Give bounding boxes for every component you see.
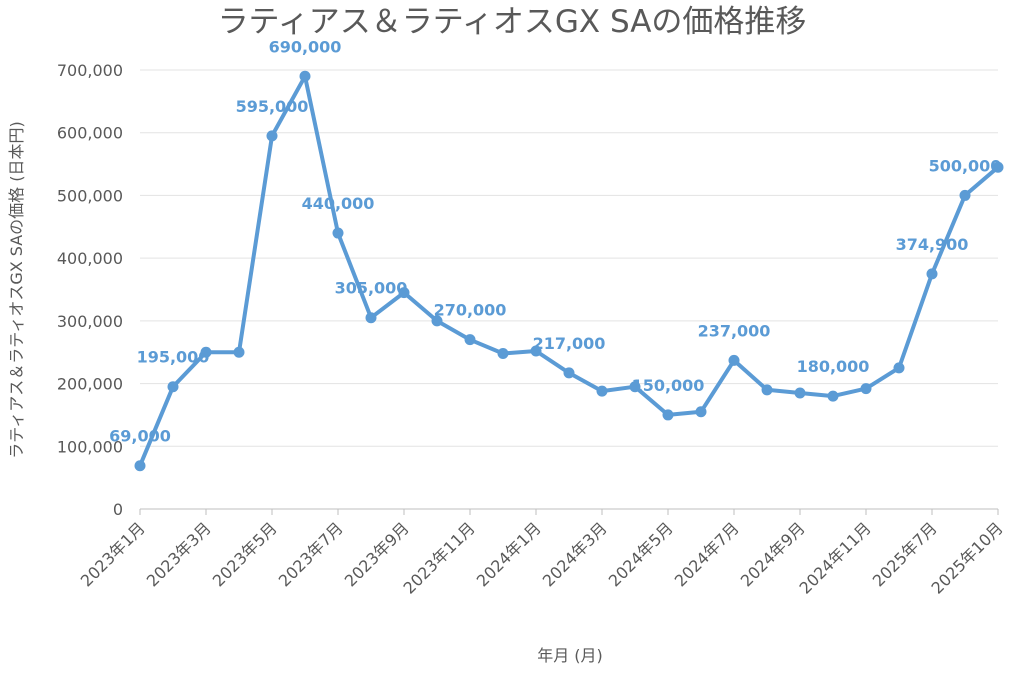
data-label: 270,000 bbox=[434, 301, 507, 320]
x-tick-label: 2023年5月 bbox=[209, 518, 281, 590]
data-label: 374,900 bbox=[896, 235, 969, 254]
y-tick-label: 200,000 bbox=[57, 375, 123, 394]
data-point bbox=[497, 347, 509, 359]
x-tick-label: 2024年9月 bbox=[737, 518, 809, 590]
data-label: 69,000 bbox=[109, 427, 171, 446]
y-axis-title: ラティアス＆ラティオスGX SAの価格 (日本円) bbox=[7, 121, 26, 459]
y-tick-label: 400,000 bbox=[57, 249, 123, 268]
data-label: 440,000 bbox=[302, 194, 375, 213]
data-label: 217,000 bbox=[533, 334, 606, 353]
x-tick-label: 2024年11月 bbox=[796, 518, 875, 597]
data-point bbox=[926, 268, 938, 280]
y-tick-label: 700,000 bbox=[57, 61, 123, 80]
data-point bbox=[530, 345, 542, 357]
data-point bbox=[761, 384, 773, 396]
y-tick-label: 100,000 bbox=[57, 437, 123, 456]
data-label: 305,000 bbox=[335, 279, 408, 298]
data-point bbox=[992, 161, 1004, 173]
x-tick-label: 2024年7月 bbox=[671, 518, 743, 590]
x-tick-label: 2025年10月 bbox=[928, 518, 1007, 597]
data-label: 180,000 bbox=[797, 357, 870, 376]
data-point bbox=[200, 346, 212, 358]
data-point bbox=[596, 385, 608, 397]
data-point bbox=[398, 287, 410, 299]
data-point bbox=[431, 315, 443, 327]
data-point bbox=[827, 390, 839, 402]
data-point bbox=[134, 460, 146, 472]
data-point bbox=[860, 383, 872, 395]
data-point bbox=[299, 70, 311, 82]
data-point bbox=[233, 346, 245, 358]
data-point bbox=[266, 130, 278, 142]
data-label: 595,000 bbox=[236, 97, 309, 116]
data-label: 195,000 bbox=[137, 348, 210, 367]
data-point bbox=[794, 387, 806, 399]
data-point bbox=[629, 381, 641, 393]
data-point bbox=[728, 354, 740, 366]
chart-title: ラティアス＆ラティオスGX SAの価格推移 bbox=[217, 4, 807, 40]
y-tick-label: 0 bbox=[113, 500, 123, 519]
x-tick-label: 2024年3月 bbox=[539, 518, 611, 590]
data-point bbox=[695, 406, 707, 418]
data-label: 237,000 bbox=[698, 321, 771, 340]
x-tick-label: 2023年3月 bbox=[143, 518, 215, 590]
y-tick-label: 500,000 bbox=[57, 186, 123, 205]
x-axis-title: 年月 (月) bbox=[537, 646, 603, 665]
data-point bbox=[662, 409, 674, 421]
x-tick-label: 2023年7月 bbox=[275, 518, 347, 590]
x-tick-label: 2025年7月 bbox=[869, 518, 941, 590]
data-point bbox=[959, 189, 971, 201]
x-axis: 2023年1月2023年3月2023年5月2023年7月2023年9月2023年… bbox=[77, 509, 1007, 598]
data-point bbox=[893, 362, 905, 374]
data-labels: 69,000 195,000 595,000 690,000 440,000 305,00… bbox=[109, 37, 1001, 445]
x-tick-label: 2024年5月 bbox=[605, 518, 677, 590]
x-tick-label: 2024年1月 bbox=[473, 518, 545, 590]
x-tick-label: 2023年11月 bbox=[400, 518, 479, 597]
data-point bbox=[464, 334, 476, 346]
data-point bbox=[365, 312, 377, 324]
data-point bbox=[167, 381, 179, 393]
data-point bbox=[332, 227, 344, 239]
x-tick-label: 2023年1月 bbox=[77, 518, 149, 590]
data-label: 690,000 bbox=[269, 37, 342, 56]
data-label: 500,000 bbox=[929, 156, 1002, 175]
price-series bbox=[134, 70, 1004, 472]
gridlines bbox=[140, 69, 998, 510]
data-point bbox=[563, 367, 575, 379]
y-tick-label: 600,000 bbox=[57, 124, 123, 143]
data-label: 150,000 bbox=[632, 376, 705, 395]
x-tick-label: 2023年9月 bbox=[341, 518, 413, 590]
y-axis: 0 100,000 200,000 300,000 400,000 500,000 600,… bbox=[57, 61, 123, 519]
y-tick-label: 300,000 bbox=[57, 312, 123, 331]
